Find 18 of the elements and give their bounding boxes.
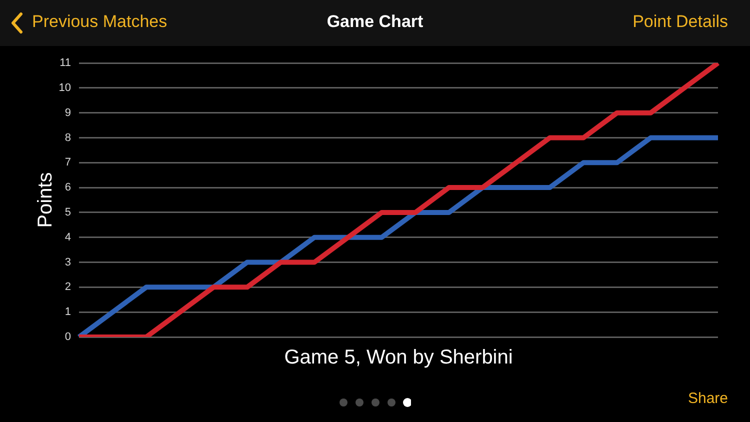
text: Point Details <box>632 12 728 31</box>
y-tick-label: 1 <box>64 306 71 318</box>
y-tick-label: 7 <box>64 156 71 169</box>
y-tick-label: 11 <box>60 57 71 70</box>
y-tick-label: 4 <box>64 231 71 244</box>
y-tick-label: 0 <box>64 331 71 344</box>
y-tick-label: 3 <box>64 256 71 268</box>
y-tick-label: 6 <box>64 182 71 194</box>
y-tick-label: 10 <box>58 82 71 94</box>
y-tick-label: 8 <box>64 132 71 144</box>
text: Share <box>688 390 728 407</box>
y-tick-label: 2 <box>64 281 71 294</box>
y-tick-label: 5 <box>64 206 71 218</box>
y-tick-label: 9 <box>64 106 71 119</box>
y-axis-title: Points <box>34 172 57 228</box>
chart-title: Game Chart <box>326 12 424 31</box>
text: Previous Matches <box>32 12 168 31</box>
x-axis-title: Game 5, Won by Sherbini <box>284 346 513 369</box>
